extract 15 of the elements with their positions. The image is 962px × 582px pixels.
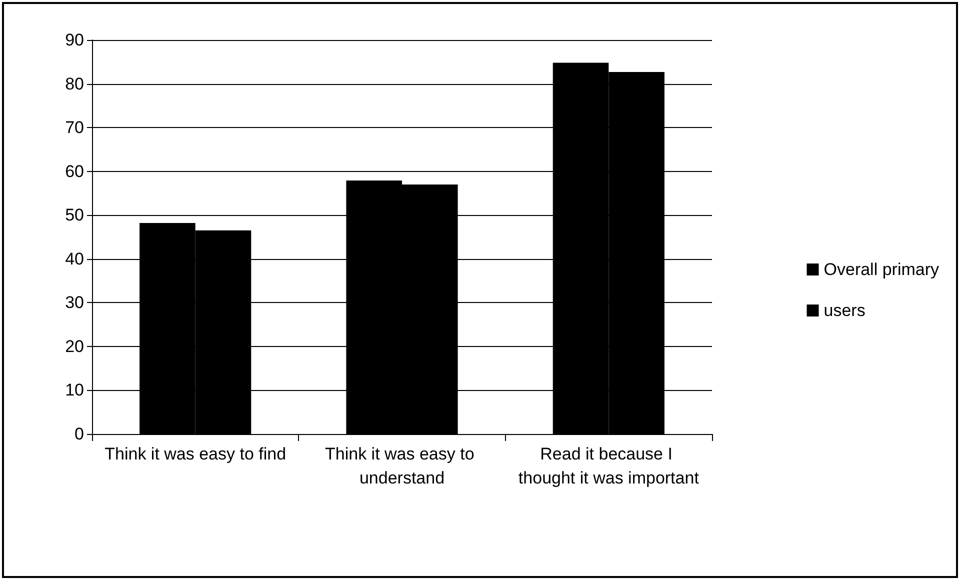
legend-label: Overall primary [824, 260, 940, 279]
y-tick-label: 40 [65, 249, 84, 268]
y-tick-label: 20 [65, 336, 84, 356]
y-tick-label: 50 [65, 206, 84, 225]
y-tick-label: 90 [65, 30, 84, 50]
x-tick-label: Think it was easy to find [104, 444, 286, 464]
x-tick-label: Read it because I thought it was important [518, 444, 700, 488]
y-tick-label: 10 [65, 380, 84, 400]
y-tick-label: 80 [65, 74, 84, 94]
y-tick-label: 60 [65, 162, 84, 181]
y-tick-label: 70 [65, 118, 84, 138]
y-tick-label: 0 [74, 424, 84, 444]
legend-label: users [824, 301, 866, 320]
x-tick-label: Think it was easy to understand [324, 444, 480, 488]
y-tick-label: 30 [65, 293, 84, 312]
